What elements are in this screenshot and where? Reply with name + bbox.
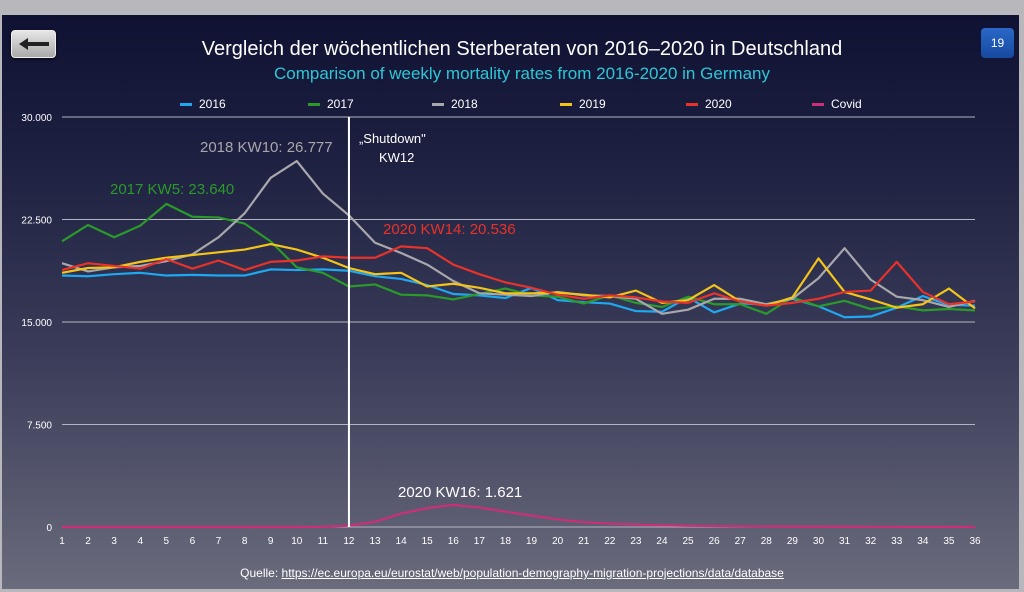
source-line: Quelle: https://ec.europa.eu/eurostat/we… (0, 566, 1024, 580)
legend-label: 2016 (199, 97, 226, 111)
y-tick-label: 7.500 (27, 421, 52, 432)
x-tick-label: 12 (343, 536, 355, 547)
legend-item-2016: 2016 (180, 97, 226, 111)
legend-swatch (308, 102, 320, 106)
legend-item-covid: Covid (812, 97, 862, 111)
x-tick-label: 6 (190, 536, 196, 547)
x-tick-label: 33 (891, 536, 903, 547)
y-tick-label: 15.000 (21, 318, 52, 329)
y-tick-label: 22.500 (21, 216, 52, 227)
x-tick-label: 5 (164, 536, 170, 547)
series-line-2017 (61, 202, 976, 315)
x-tick-label: 31 (839, 536, 851, 547)
x-tick-label: 4 (137, 536, 143, 547)
x-tick-label: 15 (422, 536, 434, 547)
x-tick-label: 27 (735, 536, 747, 547)
x-tick-label: 21 (578, 536, 590, 547)
x-tick-label: 36 (969, 536, 981, 547)
legend-label: 2018 (451, 97, 478, 111)
x-tick-label: 34 (917, 536, 929, 547)
x-tick-label: 35 (943, 536, 955, 547)
shutdown-week-label: KW12 (379, 150, 414, 165)
x-tick-label: 11 (318, 536, 329, 547)
legend-item-2019: 2019 (560, 97, 606, 111)
annotation-label: 2020 KW14: 20.536 (383, 221, 516, 238)
y-tick-label: 0 (46, 523, 52, 534)
x-tick-label: 7 (216, 536, 222, 547)
x-tick-label: 20 (552, 536, 564, 547)
series-line-covid (62, 503, 976, 529)
arrow-left-icon (19, 38, 49, 50)
x-tick-label: 26 (709, 536, 721, 547)
y-tick-label: 30.000 (21, 113, 52, 124)
series-line-2018 (61, 159, 976, 315)
x-tick-label: 24 (656, 536, 668, 547)
legend-swatch (432, 102, 444, 106)
x-tick-label: 17 (474, 536, 486, 547)
x-tick-label: 13 (369, 536, 381, 547)
x-tick-label: 28 (761, 536, 773, 547)
x-tick-label: 2 (85, 536, 91, 547)
shutdown-label: „Shutdown" (359, 131, 426, 146)
x-tick-label: 25 (682, 536, 694, 547)
legend-item-2020: 2020 (686, 97, 732, 111)
x-tick-label: 16 (448, 536, 460, 547)
legend-label: Covid (831, 97, 862, 111)
x-tick-label: 22 (604, 536, 616, 547)
page-number-badge: 19 (981, 28, 1014, 58)
legend-swatch (560, 102, 572, 106)
x-tick-label: 29 (787, 536, 799, 547)
legend-swatch (180, 102, 192, 106)
legend-label: 2019 (579, 97, 606, 111)
series-line-2019 (61, 243, 976, 310)
x-tick-label: 23 (630, 536, 642, 547)
legend-label: 2020 (705, 97, 732, 111)
annotation-label: 2018 KW10: 26.777 (200, 139, 333, 156)
x-tick-label: 32 (865, 536, 877, 547)
source-link[interactable]: https://ec.europa.eu/eurostat/web/popula… (281, 566, 784, 580)
annotation-label: 2017 KW5: 23.640 (110, 181, 234, 198)
source-label: Quelle: (240, 566, 279, 580)
legend-item-2018: 2018 (432, 97, 478, 111)
x-tick-label: 3 (111, 536, 117, 547)
series-line-2020 (61, 245, 976, 307)
x-tick-label: 14 (396, 536, 408, 547)
x-tick-label: 1 (59, 536, 65, 547)
legend-swatch (812, 102, 824, 106)
x-tick-label: 30 (813, 536, 825, 547)
chart-title: Vergleich der wöchentlichen Sterberaten … (201, 38, 843, 60)
back-button[interactable] (11, 30, 56, 58)
x-tick-label: 19 (526, 536, 538, 547)
legend-label: 2017 (327, 97, 354, 111)
x-tick-label: 9 (268, 536, 274, 547)
annotation-label: 2020 KW16: 1.621 (398, 484, 522, 501)
x-tick-label: 8 (242, 536, 248, 547)
chart-subtitle: Comparison of weekly mortality rates fro… (273, 64, 771, 83)
legend-item-2017: 2017 (308, 97, 354, 111)
x-tick-label: 10 (291, 536, 303, 547)
legend-swatch (686, 102, 698, 106)
x-tick-label: 18 (500, 536, 512, 547)
